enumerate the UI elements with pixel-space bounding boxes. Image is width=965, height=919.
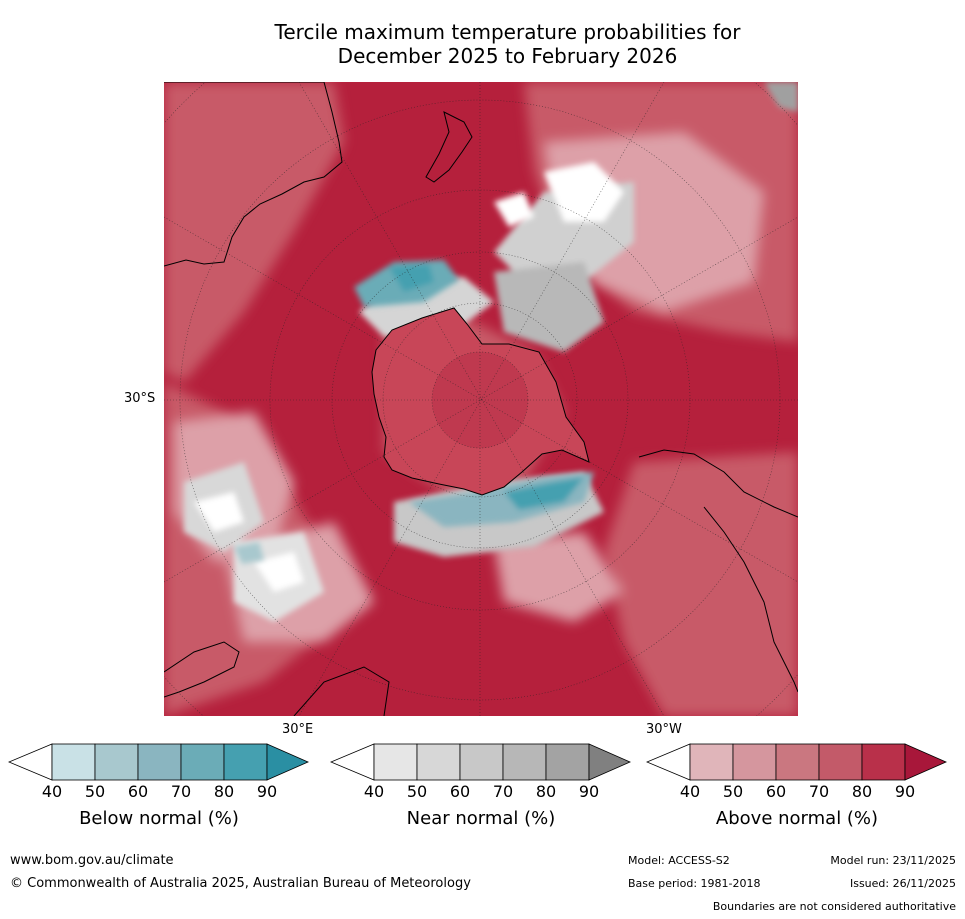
colorbar-segment — [51, 743, 96, 781]
zone-below-west-spot — [234, 542, 264, 564]
legend-below-tick: 70 — [170, 782, 192, 801]
colorbar-high-extension — [904, 743, 947, 781]
colorbar-high-extension — [266, 743, 309, 781]
zone-se-light — [604, 452, 798, 716]
legend-below-normal: 40 50 60 70 80 90 Below normal (%) — [8, 742, 310, 852]
colorbar-segment — [689, 743, 734, 781]
graticule — [164, 82, 798, 716]
colorbar-segment — [459, 743, 504, 781]
colorbar-low-extension — [330, 743, 375, 781]
legend-above-tick: 90 — [894, 782, 916, 801]
map-canvas — [164, 82, 798, 716]
legend-near-colorbar — [330, 743, 631, 781]
legend-near-tick: 70 — [492, 782, 514, 801]
colorbar-segment — [775, 743, 820, 781]
colorbar-segment — [545, 743, 590, 781]
map-title-line2: December 2025 to February 2026 — [337, 44, 678, 68]
legend-below-colorbar — [8, 743, 309, 781]
zone-no-data-corner — [764, 82, 798, 112]
zone-west-light — [164, 82, 344, 382]
legend-near-tick: 80 — [535, 782, 557, 801]
legend-above-label: Above normal (%) — [715, 808, 879, 829]
colorbar-segment — [732, 743, 777, 781]
below-normal-zones — [234, 260, 594, 564]
legend-near-normal: 40 50 60 70 80 90 Near normal (%) — [330, 742, 632, 852]
legend-above-tick: 80 — [851, 782, 873, 801]
lon-label-30w: 30°W — [646, 722, 682, 737]
legend-below-tick: 40 — [41, 782, 63, 801]
legend-below-label: Below normal (%) — [79, 808, 239, 829]
zone-below-south-core — [504, 477, 584, 510]
colorbar-segment — [373, 743, 418, 781]
colorbar-low-extension — [646, 743, 691, 781]
boundaries-disclaimer: Boundaries are not considered authoritat… — [712, 900, 956, 913]
colorbar-segment — [180, 743, 225, 781]
map-title: Tercile maximum temperature probabilitie… — [200, 20, 815, 68]
white-patches — [194, 162, 624, 592]
legend-below-tick: 80 — [213, 782, 235, 801]
issued-date: Issued: 26/11/2025 — [849, 877, 956, 890]
lat-label-30s: 30°S — [124, 391, 156, 406]
model-name: Model: ACCESS-S2 — [628, 854, 730, 867]
colorbar-segment — [94, 743, 139, 781]
colorbar-segment — [861, 743, 906, 781]
copyright-text: © Commonwealth of Australia 2025, Austra… — [10, 876, 471, 891]
zone-pale-southeast — [494, 532, 624, 622]
colorbar-segment — [416, 743, 461, 781]
legend-near-label: Near normal (%) — [406, 808, 556, 829]
probability-map — [164, 82, 798, 716]
africa-coast — [164, 641, 390, 716]
map-title-line1: Tercile maximum temperature probabilitie… — [274, 20, 741, 44]
legend-below-tick: 90 — [256, 782, 278, 801]
legend-below-tick: 60 — [127, 782, 149, 801]
lon-label-30e: 30°E — [282, 722, 314, 737]
base-period: Base period: 1981-2018 — [628, 877, 761, 890]
new-zealand — [425, 111, 473, 183]
legend-above-normal: 40 50 60 70 80 90 Above normal (%) — [646, 742, 948, 852]
legend-near-tick: 50 — [406, 782, 428, 801]
legend-above-tick: 40 — [679, 782, 701, 801]
australia-coast — [164, 82, 343, 267]
legend-above-tick: 70 — [808, 782, 830, 801]
legend-above-colorbar — [646, 743, 947, 781]
model-run-date: Model run: 23/11/2025 — [830, 854, 956, 867]
legend-near-tick: 40 — [363, 782, 385, 801]
website-link[interactable]: www.bom.gov.au/climate — [10, 853, 174, 868]
colorbar-segment — [223, 743, 268, 781]
legend-near-tick: 60 — [449, 782, 471, 801]
legend-near-tick: 90 — [578, 782, 600, 801]
south-america-coast — [638, 449, 798, 693]
colorbar-segment — [137, 743, 182, 781]
colorbar-low-extension — [8, 743, 53, 781]
colorbar-high-extension — [588, 743, 631, 781]
legend-above-tick: 60 — [765, 782, 787, 801]
colorbar-segment — [502, 743, 547, 781]
legend-above-tick: 50 — [722, 782, 744, 801]
legend-below-tick: 50 — [84, 782, 106, 801]
colorbar-segment — [818, 743, 863, 781]
